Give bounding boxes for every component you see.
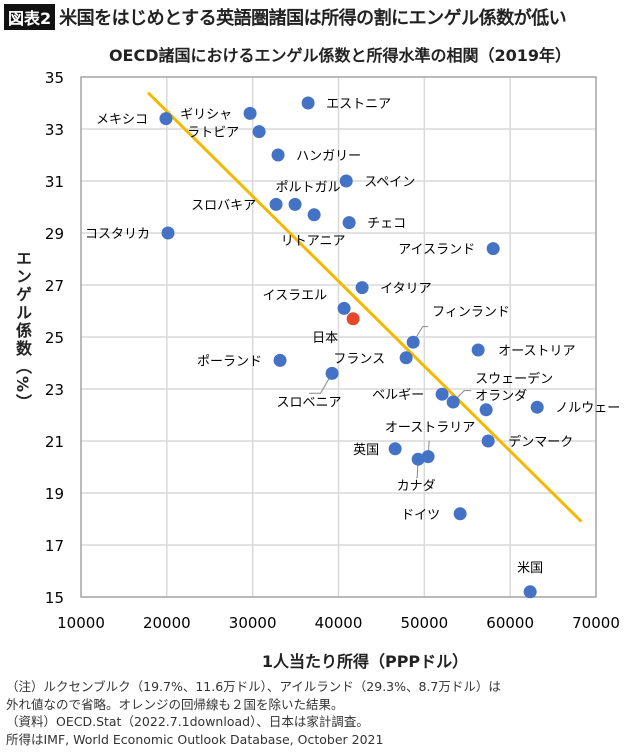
point-label: ノルウェー: [555, 401, 620, 416]
data-point: [271, 148, 285, 162]
x-axis-label: 1人当たり所得（PPPドル）: [261, 652, 469, 671]
data-point: [471, 343, 485, 357]
y-tick-label: 19: [45, 485, 64, 503]
point-label: フィンランド: [432, 305, 510, 320]
point-label: メキシコ: [96, 113, 148, 128]
note-line: （注）ルクセンブルク（19.7%、11.6万ドル）、アイルランド（29.3%、8…: [6, 679, 501, 694]
y-tick-label: 31: [45, 173, 64, 191]
point-label: ベルギー: [372, 388, 424, 403]
point-label: エストニア: [326, 97, 391, 112]
point-label: コスタリカ: [85, 227, 150, 242]
data-point: [481, 434, 495, 448]
data-point: [453, 507, 467, 521]
point-label: イスラエル: [262, 288, 327, 303]
point-label: デンマーク: [508, 434, 573, 450]
data-point: [421, 450, 435, 464]
chart-title: OECD諸国におけるエンゲル係数と所得水準の相関（2019年）: [108, 46, 572, 65]
data-point: [342, 216, 356, 230]
point-label: カナダ: [397, 479, 436, 494]
point-label: イタリア: [380, 282, 431, 297]
point-label: 米国: [517, 561, 543, 576]
data-point: [530, 400, 544, 414]
point-label: オランダ: [475, 389, 527, 404]
data-point: [486, 242, 500, 256]
figure-badge: 図表2: [4, 4, 56, 30]
x-tick-label: 10000: [57, 614, 105, 632]
point-label: ギリシャ: [180, 107, 232, 122]
point-label: スペイン: [364, 175, 415, 190]
data-point: [301, 96, 315, 110]
data-point: [273, 353, 287, 367]
point-label: アイスランド: [398, 243, 475, 258]
data-point: [479, 403, 493, 417]
data-point: [269, 197, 283, 211]
y-tick-label: 25: [45, 329, 64, 347]
point-label: ポルトガル: [276, 180, 341, 195]
data-point: [355, 281, 369, 295]
data-point: [446, 395, 460, 409]
data-point: [388, 442, 402, 456]
point-label: ドイツ: [401, 508, 440, 523]
point-label: オーストリア: [498, 344, 575, 359]
x-tick-label: 60000: [486, 614, 534, 632]
point-label: スウェーデン: [475, 371, 553, 387]
y-tick-label: 27: [45, 277, 64, 295]
note-line: 外れ値なので省略。オレンジの回帰線も２国を除いた結果。: [6, 696, 344, 712]
data-point: [435, 387, 449, 401]
x-tick-label: 40000: [315, 614, 363, 632]
point-label: ハンガリー: [296, 149, 361, 164]
y-axis-label: エンゲル係数（%）: [13, 250, 32, 413]
point-label: ポーランド: [197, 354, 262, 369]
point-label: スロベニア: [277, 395, 342, 410]
data-point: [346, 312, 360, 326]
y-tick-label: 33: [45, 121, 64, 139]
data-point: [288, 197, 302, 211]
point-label: フランス: [333, 352, 385, 367]
point-label: 日本: [312, 331, 338, 346]
y-tick-label: 17: [45, 537, 64, 555]
leader-line: [309, 373, 333, 394]
plot-border: [80, 76, 597, 598]
data-point: [406, 335, 420, 349]
point-label: 英国: [353, 443, 379, 458]
data-point: [337, 301, 351, 315]
headline: 米国をはじめとする英語圏諸国は所得の割にエンゲル係数が低い: [59, 8, 567, 29]
note-line: 所得はIMF, World Economic Outlook Database,…: [6, 731, 384, 747]
data-point: [399, 351, 413, 365]
point-label: リトアニア: [281, 234, 346, 249]
y-tick-label: 15: [45, 589, 64, 607]
data-point: [159, 112, 173, 126]
data-point: [325, 366, 339, 380]
point-label: スロバキア: [191, 198, 256, 213]
data-point: [161, 226, 175, 240]
note-line: （資料）OECD.Stat（2022.7.1download）、日本は家計調査。: [6, 714, 369, 729]
data-point: [252, 125, 266, 139]
data-point: [339, 174, 353, 188]
x-tick-label: 20000: [143, 614, 191, 632]
x-tick-label: 70000: [572, 614, 620, 632]
data-point: [307, 208, 321, 222]
y-tick-label: 21: [45, 433, 64, 451]
point-label: オーストラリア: [385, 421, 475, 436]
data-point: [523, 585, 537, 599]
notes: （注）ルクセンブルク（19.7%、11.6万ドル）、アイルランド（29.3%、8…: [6, 678, 501, 748]
x-tick-label: 30000: [229, 614, 277, 632]
data-point: [243, 106, 257, 120]
point-label: チェコ: [367, 217, 406, 232]
x-tick-label: 50000: [400, 614, 448, 632]
point-label: ラトビア: [187, 126, 239, 141]
data-point: [411, 452, 425, 466]
y-tick-label: 29: [45, 225, 64, 243]
y-tick-label: 35: [45, 69, 64, 87]
y-tick-label: 23: [45, 381, 64, 399]
header: 図表2 米国をはじめとする英語圏諸国は所得の割にエンゲル係数が低い: [4, 4, 567, 30]
regression-line: [146, 91, 583, 523]
